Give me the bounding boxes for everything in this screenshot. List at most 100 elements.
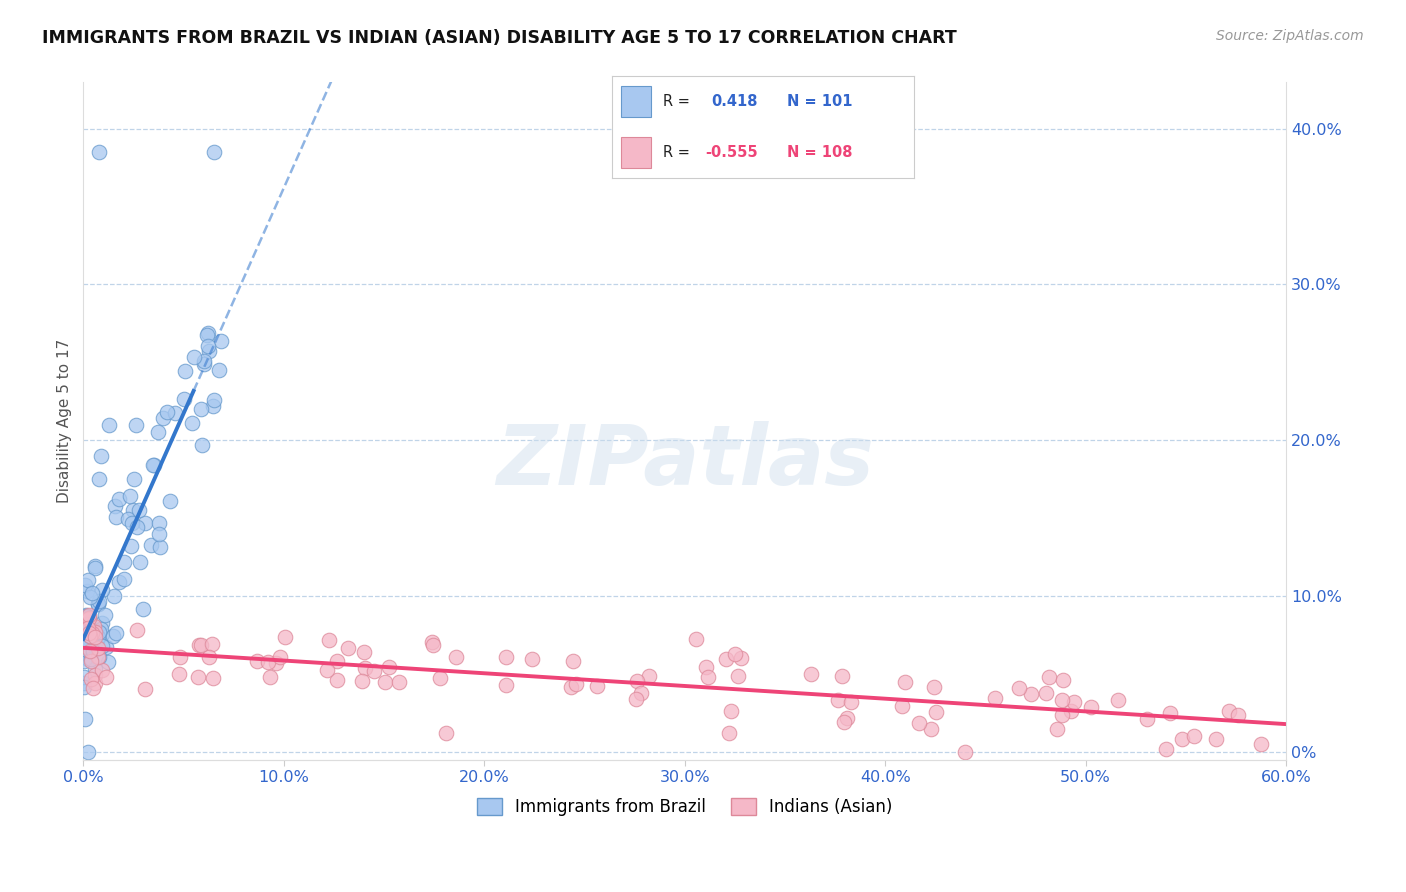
Y-axis label: Disability Age 5 to 17: Disability Age 5 to 17 xyxy=(58,339,72,503)
Point xyxy=(112,555,135,569)
Point xyxy=(139,538,162,552)
Point xyxy=(1171,731,1194,746)
Point xyxy=(953,745,976,759)
Text: R =: R = xyxy=(664,145,695,161)
Point xyxy=(378,659,401,673)
Point xyxy=(98,417,121,432)
Point xyxy=(920,722,942,736)
Point xyxy=(149,540,172,554)
Point xyxy=(984,690,1007,705)
Point xyxy=(181,416,204,430)
Point xyxy=(720,704,742,718)
Point xyxy=(83,559,105,574)
Point xyxy=(84,630,107,644)
Point xyxy=(142,458,165,472)
Point xyxy=(79,616,101,631)
Point xyxy=(1156,742,1178,756)
Point xyxy=(202,145,225,159)
Point xyxy=(96,640,118,654)
Point xyxy=(76,584,98,599)
Point xyxy=(1205,732,1227,747)
Point xyxy=(134,681,156,696)
Point xyxy=(148,516,170,531)
Point xyxy=(837,710,859,724)
Point xyxy=(132,602,155,616)
Point xyxy=(79,629,101,643)
Point xyxy=(174,364,197,378)
Point xyxy=(152,410,174,425)
Point xyxy=(387,674,409,689)
Point xyxy=(1008,681,1031,695)
Point xyxy=(1135,712,1157,726)
Bar xyxy=(620,137,651,168)
Point xyxy=(685,632,707,646)
Point xyxy=(84,662,107,676)
Point xyxy=(1060,704,1083,718)
Point xyxy=(73,632,96,646)
Point xyxy=(76,745,98,759)
Point xyxy=(1050,693,1073,707)
Point xyxy=(73,670,96,684)
Text: 0.418: 0.418 xyxy=(711,94,758,109)
Point xyxy=(269,649,291,664)
Point xyxy=(624,692,647,706)
Point xyxy=(169,650,191,665)
Bar xyxy=(620,87,651,117)
Text: R =: R = xyxy=(664,94,690,109)
Point xyxy=(495,678,517,692)
Point xyxy=(827,693,849,707)
Point xyxy=(148,527,170,541)
Point xyxy=(86,632,108,647)
Point xyxy=(363,664,385,678)
Point xyxy=(259,670,281,684)
Point xyxy=(165,406,187,420)
Point xyxy=(350,674,373,689)
Point xyxy=(1063,694,1085,708)
Point xyxy=(420,634,443,648)
Point xyxy=(630,686,652,700)
Point xyxy=(76,635,98,649)
Point xyxy=(337,640,360,655)
Point xyxy=(121,516,143,530)
Point xyxy=(128,555,150,569)
Point xyxy=(1159,706,1181,721)
Text: ZIPatlas: ZIPatlas xyxy=(496,421,873,502)
Point xyxy=(75,633,97,648)
Point xyxy=(1050,707,1073,722)
Point xyxy=(87,641,110,656)
Point xyxy=(80,672,103,686)
Point xyxy=(495,650,517,665)
Point xyxy=(697,670,720,684)
Point xyxy=(187,670,209,684)
Point xyxy=(190,402,212,417)
Point xyxy=(326,673,349,687)
Point xyxy=(190,639,212,653)
Point xyxy=(724,647,747,661)
Point xyxy=(97,655,120,669)
Point xyxy=(107,492,129,507)
Point xyxy=(422,638,444,652)
Point xyxy=(82,640,104,654)
Point xyxy=(730,650,752,665)
Point xyxy=(73,676,96,690)
Point xyxy=(104,499,127,513)
Point xyxy=(894,675,917,690)
Point xyxy=(444,649,467,664)
Point xyxy=(907,716,929,731)
Point xyxy=(91,615,114,630)
Point xyxy=(1182,729,1205,743)
Point xyxy=(134,516,156,530)
Point xyxy=(197,339,219,353)
Point xyxy=(79,590,101,604)
Point xyxy=(142,458,165,473)
Point xyxy=(520,652,543,666)
Point xyxy=(318,632,340,647)
Point xyxy=(105,510,128,524)
Point xyxy=(183,351,205,365)
Point xyxy=(316,663,339,677)
Point xyxy=(75,607,97,622)
Point xyxy=(77,621,100,635)
Point xyxy=(84,676,107,690)
Point xyxy=(87,597,110,611)
Point xyxy=(80,654,103,668)
